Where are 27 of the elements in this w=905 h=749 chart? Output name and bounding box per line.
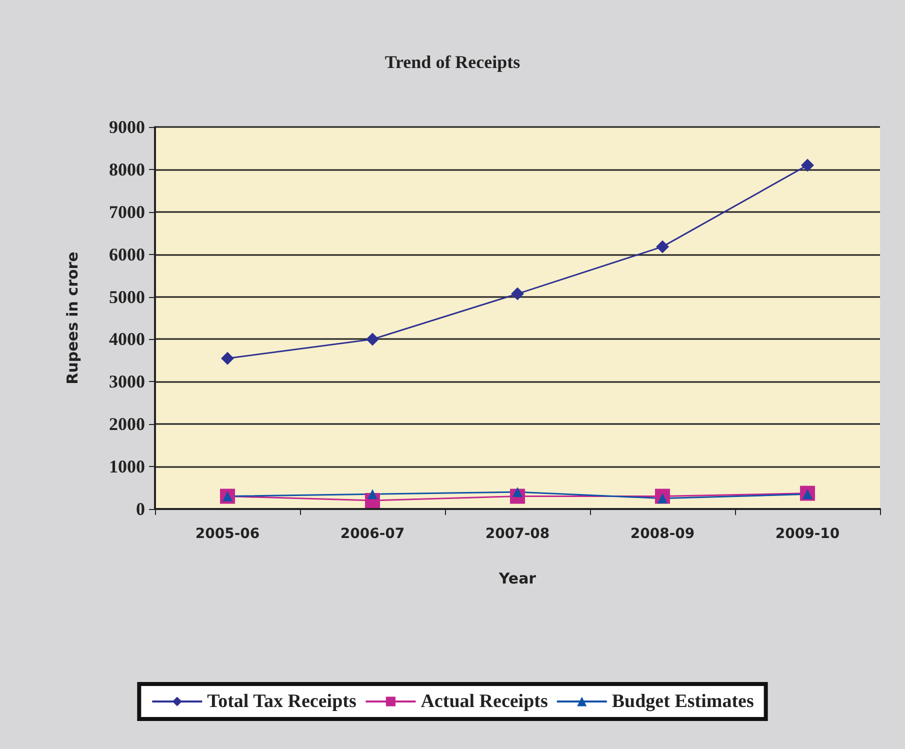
y-tick-label: 9000 xyxy=(109,117,145,137)
y-tick-label: 4000 xyxy=(109,329,145,350)
y-tick-label: 3000 xyxy=(109,372,145,392)
y-tick-label: 1000 xyxy=(109,456,145,477)
y-tick-label: 0 xyxy=(136,499,145,519)
x-tick-label: 2007-08 xyxy=(485,526,550,542)
y-tick-label: 5000 xyxy=(109,286,145,307)
point xyxy=(368,489,378,500)
y-tick-label: 6000 xyxy=(109,244,145,264)
legend-label: Total Tax Receipts xyxy=(207,691,356,712)
chart-title: Trend of Receipts xyxy=(384,52,520,72)
point xyxy=(221,352,234,365)
legend-label: Actual Receipts xyxy=(420,691,548,712)
x-axis-title: Year xyxy=(498,570,537,588)
point xyxy=(801,158,814,172)
x-tick-label: 2009-10 xyxy=(775,526,840,542)
y-tick-label: 8000 xyxy=(109,159,145,180)
y-tick-label: 2000 xyxy=(109,414,145,434)
y-axis-title: Rupees in crore xyxy=(64,252,82,384)
legend-label: Budget Estimates xyxy=(612,691,754,712)
x-tick-label: 2005-06 xyxy=(195,526,260,542)
point xyxy=(656,240,669,254)
y-tick-label: 7000 xyxy=(109,202,145,222)
point xyxy=(511,287,524,300)
point xyxy=(366,332,379,346)
x-tick-label: 2006-07 xyxy=(340,526,405,542)
x-tick-label: 2008-09 xyxy=(630,526,695,542)
